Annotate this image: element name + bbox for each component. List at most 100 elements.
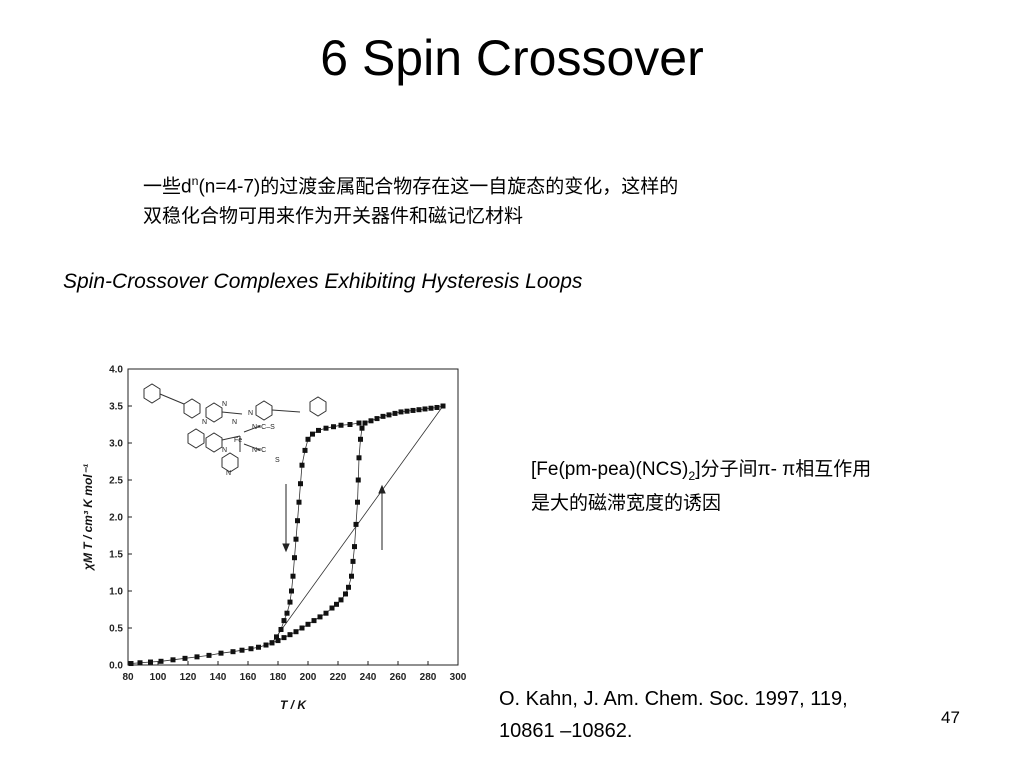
y-tick-label: 0.0 bbox=[109, 661, 123, 672]
data-point bbox=[428, 405, 434, 411]
data-point bbox=[275, 638, 281, 644]
data-point bbox=[292, 555, 297, 561]
data-point bbox=[386, 412, 392, 418]
curve-lines bbox=[130, 405, 444, 664]
note-subscript: 2 bbox=[688, 468, 696, 483]
data-point bbox=[355, 499, 360, 505]
citation-line-2: 10861 –10862. bbox=[499, 720, 633, 742]
data-point bbox=[239, 647, 245, 653]
data-point bbox=[302, 447, 308, 453]
x-tick-label: 300 bbox=[450, 672, 467, 683]
data-point bbox=[290, 573, 296, 579]
y-tick-label: 1.0 bbox=[109, 587, 123, 598]
data-point bbox=[353, 521, 359, 527]
section-subtitle: Spin-Crossover Complexes Exhibiting Hyst… bbox=[63, 270, 583, 293]
structure-label-2: N bbox=[232, 419, 237, 426]
data-point bbox=[281, 618, 287, 624]
pyridine-ring-1 bbox=[205, 402, 223, 423]
data-point bbox=[404, 408, 410, 414]
alkyne-bond-1 bbox=[159, 393, 185, 405]
data-point bbox=[434, 404, 440, 410]
intro-line-2: 双稳化合物可用来作为开关器件和磁记忆材料 bbox=[143, 206, 524, 228]
page-number: 47 bbox=[941, 708, 960, 727]
phenyl-ring-3 bbox=[255, 400, 273, 421]
data-point bbox=[311, 618, 317, 624]
data-point bbox=[310, 431, 315, 437]
data-point bbox=[296, 499, 302, 505]
citation-line-1: O. Kahn, J. Am. Chem. Soc. 1997, 119, bbox=[499, 688, 848, 710]
data-point bbox=[374, 416, 380, 422]
intro-line-1-a: 一些d bbox=[143, 176, 192, 198]
intro-line-1-b: (n=4-7)的过渡金属配合物存在这一自旋态的变化，这样的 bbox=[198, 176, 679, 198]
data-point bbox=[410, 407, 416, 413]
data-point bbox=[440, 403, 446, 409]
y-tick-label: 3.0 bbox=[109, 439, 123, 450]
x-tick-label: 160 bbox=[240, 672, 257, 683]
data-point bbox=[355, 477, 361, 483]
molecule-labels: N N Fe N≡C–S N≡C S N N N N bbox=[202, 401, 280, 477]
data-point bbox=[323, 425, 329, 431]
y-tick-label: 2.5 bbox=[109, 476, 123, 487]
data-point bbox=[248, 646, 254, 652]
structure-label-7: N bbox=[248, 410, 253, 417]
imine-bond-1 bbox=[221, 411, 243, 415]
pyridine-ring-3 bbox=[221, 452, 239, 473]
data-point bbox=[347, 422, 353, 427]
data-point bbox=[350, 558, 356, 564]
data-point bbox=[289, 588, 294, 594]
y-tick-label: 1.5 bbox=[109, 550, 123, 561]
data-point bbox=[356, 455, 362, 461]
structure-label-6: S bbox=[275, 457, 280, 464]
data-point bbox=[398, 409, 404, 415]
data-point bbox=[338, 422, 344, 428]
note-formula-b: ]分子间π- π相互作用 bbox=[695, 459, 872, 480]
x-axis-label: T / K bbox=[280, 698, 307, 712]
pyridine-ring-2 bbox=[205, 432, 223, 453]
data-point bbox=[281, 635, 287, 641]
note-formula-a: [Fe(pm-pea)(NCS) bbox=[531, 459, 689, 480]
data-point bbox=[349, 573, 354, 579]
data-point bbox=[293, 536, 299, 542]
data-point bbox=[269, 640, 275, 646]
molecule-structure bbox=[143, 383, 327, 473]
structure-label-10: N bbox=[202, 419, 207, 426]
x-tick-label: 140 bbox=[210, 672, 227, 683]
x-tick-label: 260 bbox=[390, 672, 407, 683]
data-point bbox=[148, 659, 153, 665]
data-point bbox=[316, 427, 321, 433]
data-point bbox=[331, 424, 336, 430]
data-point bbox=[293, 629, 299, 635]
slide-title: 6 Spin Crossover bbox=[320, 30, 704, 86]
intro-superscript: n bbox=[191, 174, 199, 188]
data-point bbox=[263, 642, 269, 648]
data-point bbox=[230, 649, 236, 655]
x-tick-label: 240 bbox=[360, 672, 377, 683]
y-tick-label: 0.5 bbox=[109, 624, 123, 635]
series-line bbox=[130, 405, 444, 664]
data-point bbox=[128, 661, 134, 667]
data-point bbox=[158, 658, 164, 664]
x-tick-label: 80 bbox=[122, 672, 134, 683]
hysteresis-chart: 80 100 120 140 160 180 200 220 240 260 280 300 0.0 0… bbox=[72, 352, 482, 724]
x-tick-label: 220 bbox=[330, 672, 347, 683]
fe-bond-1 bbox=[221, 435, 241, 441]
y-axis-label: χM T / cm³ K mol⁻¹ bbox=[81, 464, 95, 572]
data-point bbox=[278, 626, 284, 632]
data-point bbox=[346, 584, 351, 590]
intro-line-1: 一些dn(n=4-7)的过渡金属配合物存在这一自旋态的变化，这样的 bbox=[143, 166, 883, 202]
data-point bbox=[137, 660, 143, 666]
data-point bbox=[422, 406, 428, 412]
data-point bbox=[287, 599, 293, 605]
structure-label-1: N bbox=[222, 401, 227, 408]
data-point bbox=[299, 625, 305, 631]
chart-svg: 80 100 120 140 160 180 200 220 240 260 280 300 0.00… bbox=[81, 365, 467, 713]
data-point bbox=[317, 614, 323, 620]
data-point bbox=[206, 652, 212, 658]
data-point bbox=[218, 650, 224, 656]
data-point bbox=[295, 518, 300, 524]
y-tick-label: 4.0 bbox=[109, 365, 123, 376]
citation: O. Kahn, J. Am. Chem. Soc. 1997, 119, 10… bbox=[499, 683, 969, 747]
note-line-2: 是大的磁滞宽度的诱因 bbox=[531, 492, 722, 514]
data-point bbox=[305, 436, 311, 442]
data-point bbox=[338, 597, 344, 603]
